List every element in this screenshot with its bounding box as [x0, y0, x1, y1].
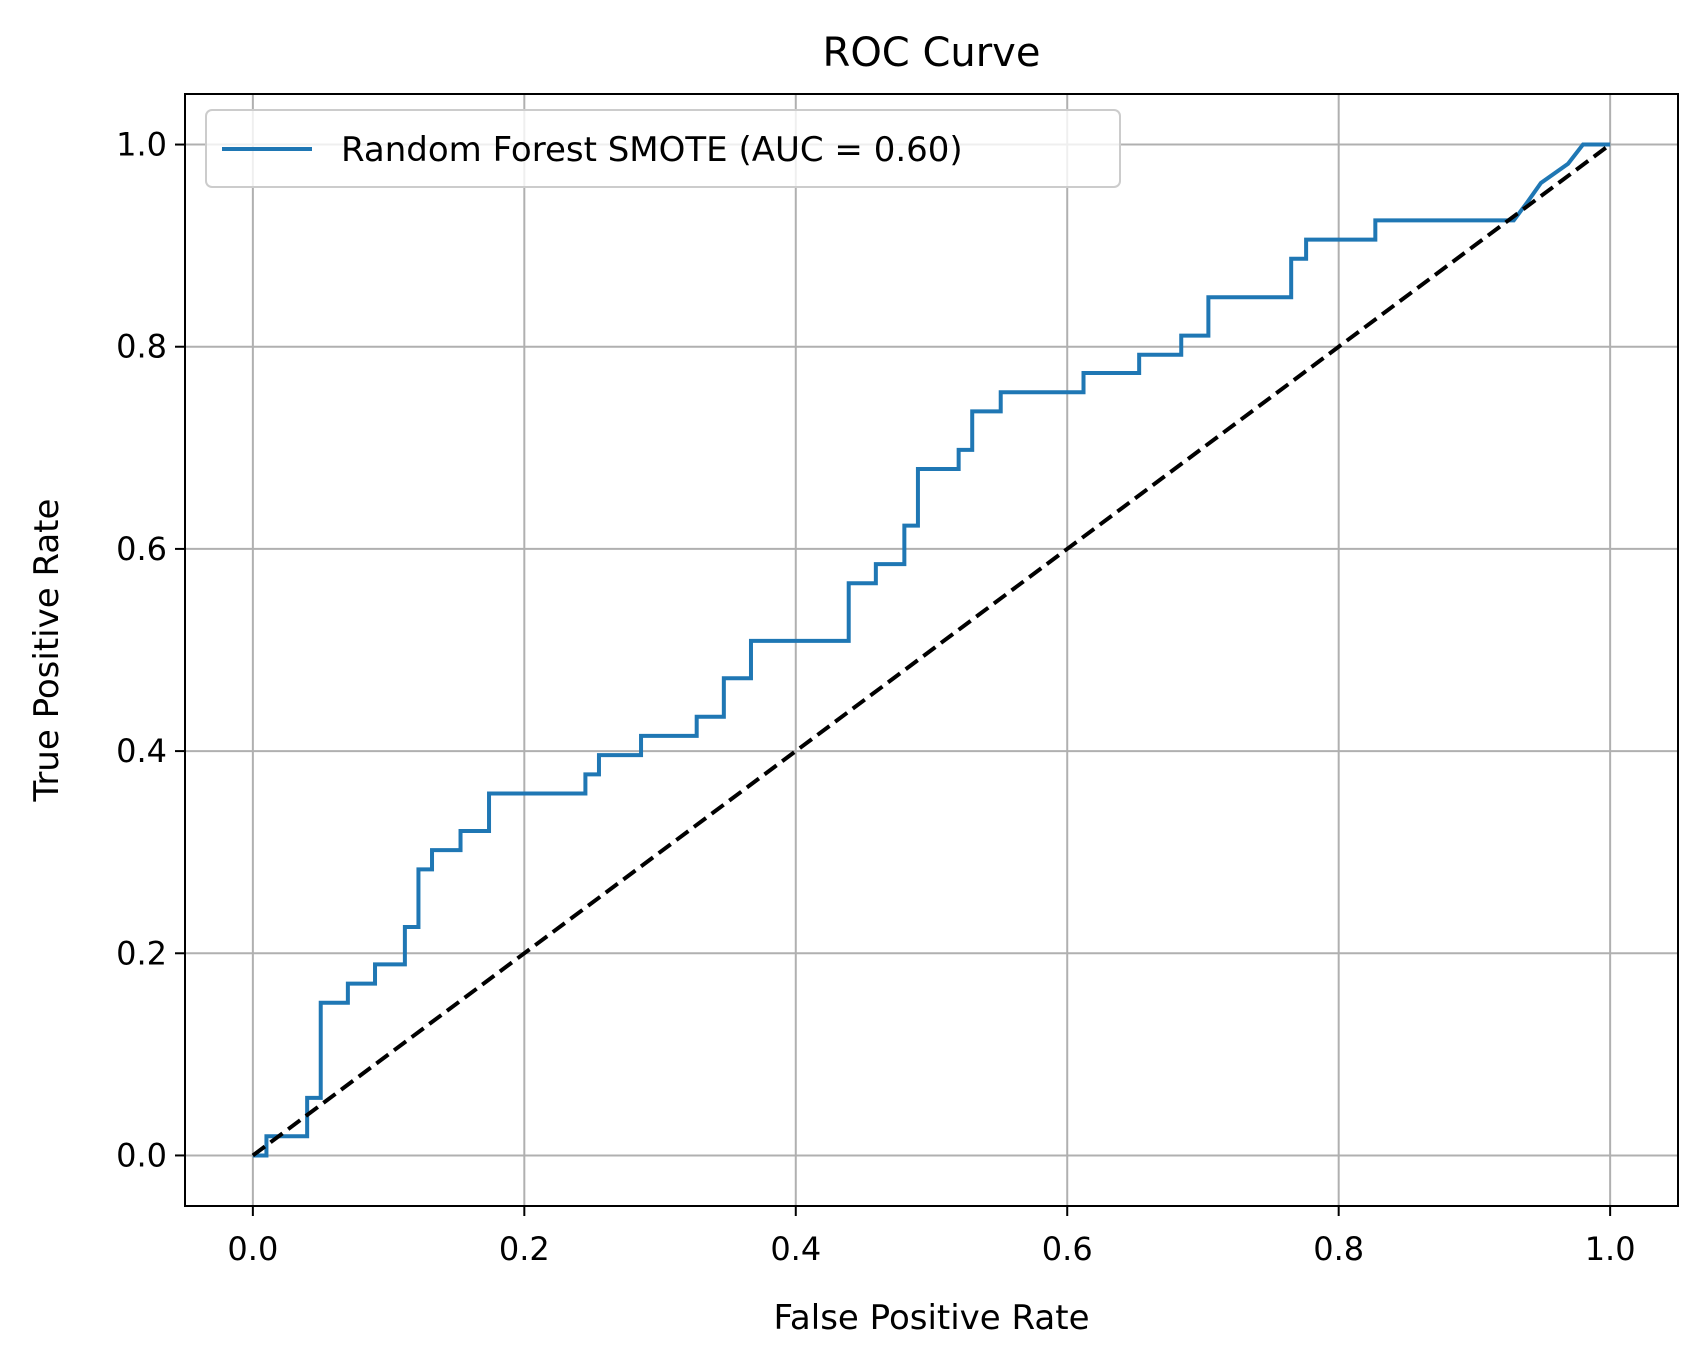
x-tick-label: 0.0: [227, 1230, 278, 1268]
y-tick-label: 0.6: [116, 530, 167, 568]
x-tick-label: 0.8: [1313, 1230, 1364, 1268]
x-axis-label: False Positive Rate: [774, 1298, 1090, 1338]
x-tick-label: 0.6: [1042, 1230, 1093, 1268]
y-tick-label: 0.8: [116, 328, 167, 366]
roc-curve-line: [252, 142, 1611, 1158]
y-axis-label: True Positive Rate: [27, 499, 67, 803]
legend-box: [205, 109, 1121, 188]
series-layer: [251, 142, 1612, 1158]
plot-frame: [184, 93, 1679, 1207]
legend-label-random-forest: Random Forest SMOTE (AUC = 0.60): [341, 130, 963, 170]
x-tick-label: 0.4: [770, 1230, 821, 1268]
y-tick-label: 1.0: [116, 126, 167, 164]
x-tick-label: 1.0: [1585, 1230, 1636, 1268]
y-tick-label: 0.4: [116, 732, 167, 770]
chance-diagonal-line: [251, 142, 1612, 1158]
x-tick-label: 0.2: [499, 1230, 550, 1268]
y-tick-label: 0.0: [116, 1136, 167, 1174]
chart-title: ROC Curve: [823, 30, 1041, 76]
ticks: 0.0 0.2 0.4 0.6 0.8 1.0 0.0 0.2 0.4 0.6 0.8 1.0: [116, 126, 1635, 1268]
legend: Random Forest SMOTE (AUC = 0.60): [205, 109, 1121, 188]
y-tick-label: 0.2: [116, 934, 167, 972]
